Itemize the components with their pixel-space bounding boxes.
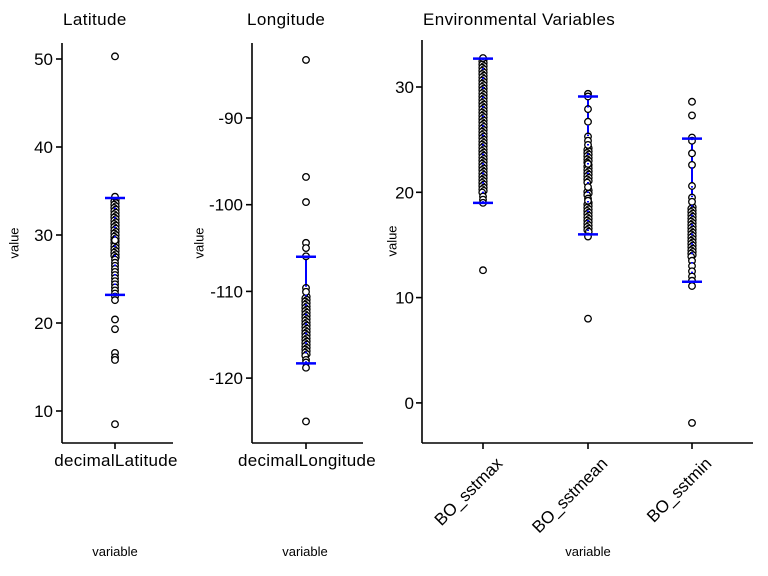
- y-tick-label: 10: [395, 289, 414, 308]
- data-point: [688, 182, 696, 190]
- data-point: [688, 97, 696, 106]
- data-point: [302, 363, 310, 372]
- data-point: [302, 55, 310, 64]
- y-tick-label: 30: [34, 226, 53, 245]
- data-point: [111, 315, 119, 324]
- data-point: [584, 314, 592, 323]
- data-point: [688, 282, 696, 290]
- y-axis-title-latitude: value: [6, 227, 22, 259]
- data-point: [584, 117, 592, 126]
- data-point: [688, 418, 696, 427]
- data-point: [688, 149, 696, 158]
- panel-title-environmental-variables: Environmental Variables: [423, 10, 616, 29]
- data-point: [688, 111, 696, 120]
- data-point: [111, 420, 119, 429]
- y-axis-title-longitude: value: [191, 227, 207, 259]
- y-tick-label: 0: [405, 394, 414, 413]
- data-point: [584, 183, 592, 191]
- y-tick-label: -110: [210, 282, 243, 301]
- category-label-decimalLatitude: decimalLatitude: [54, 451, 178, 470]
- panel-title-longitude: Longitude: [247, 10, 326, 29]
- data-point: [302, 287, 310, 296]
- y-tick-label: 40: [34, 138, 53, 157]
- y-tick-label: 20: [395, 183, 414, 202]
- data-point: [302, 198, 310, 207]
- data-point: [111, 236, 119, 245]
- x-axis-title-latitude: variable: [92, 544, 138, 559]
- y-tick-label: -120: [209, 369, 243, 388]
- y-tick-label: 10: [34, 402, 53, 421]
- data-point: [302, 417, 310, 426]
- data-point: [111, 325, 119, 334]
- data-point: [584, 196, 592, 205]
- y-tick-label: 30: [395, 78, 414, 97]
- y-tick-label: 50: [34, 50, 53, 69]
- y-axis-title-environmental: value: [384, 225, 400, 257]
- y-tick-label: 20: [34, 314, 53, 333]
- data-point: [584, 105, 592, 114]
- x-axis-title-longitude: variable: [282, 544, 328, 559]
- y-tick-label: -90: [218, 109, 243, 128]
- data-point: [111, 356, 119, 364]
- y-tick-label: -100: [209, 196, 243, 215]
- data-point: [479, 266, 487, 275]
- category-label-decimalLongitude: decimalLongitude: [237, 451, 377, 470]
- data-point: [111, 52, 119, 61]
- data-point: [302, 173, 310, 181]
- panel-title-latitude: Latitude: [63, 10, 127, 29]
- data-point: [302, 244, 310, 252]
- x-axis-title-environmental: variable: [565, 544, 611, 559]
- data-point: [111, 296, 119, 305]
- data-point: [688, 197, 696, 206]
